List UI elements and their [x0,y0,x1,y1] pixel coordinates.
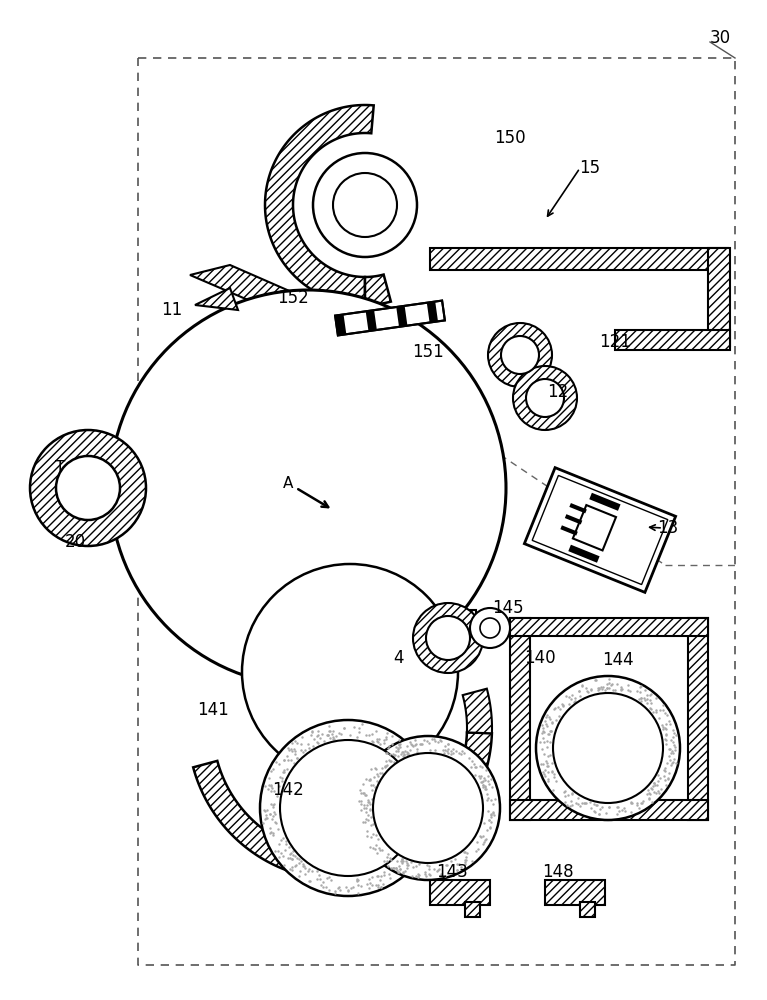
Polygon shape [365,275,391,305]
Bar [510,618,530,820]
Text: 152: 152 [277,289,309,307]
Circle shape [260,720,436,896]
Text: 13: 13 [657,519,679,537]
Polygon shape [525,468,676,592]
Bar [510,800,708,820]
Bar [708,248,730,346]
Bar [510,618,530,820]
Circle shape [242,564,458,780]
Text: 30: 30 [709,29,730,47]
Bar [430,248,728,270]
Bar [510,618,708,636]
Circle shape [480,618,500,638]
Polygon shape [335,314,347,335]
Circle shape [333,173,397,237]
Text: 148: 148 [542,863,574,881]
Circle shape [56,456,120,520]
Bar [688,618,708,820]
Polygon shape [195,288,238,310]
Circle shape [356,736,500,880]
Circle shape [470,608,510,648]
Polygon shape [193,732,492,880]
Bar [430,880,490,905]
Text: 11: 11 [161,301,183,319]
Bar [545,880,605,905]
Circle shape [488,323,552,387]
Circle shape [313,153,417,257]
Bar [708,248,730,346]
Text: T: T [55,459,65,477]
Bar [580,902,595,917]
Circle shape [426,616,470,660]
Polygon shape [426,302,438,323]
Text: 15: 15 [579,159,601,177]
Bar [580,902,595,917]
Circle shape [413,603,483,673]
Circle shape [30,430,146,546]
Bar [510,618,708,636]
Text: 141: 141 [197,701,229,719]
Bar [615,330,730,350]
Text: 4: 4 [393,649,403,667]
Circle shape [526,379,564,417]
Text: 121: 121 [599,333,631,351]
Polygon shape [265,105,374,305]
Text: 143: 143 [436,863,468,881]
Circle shape [501,336,539,374]
Circle shape [373,753,483,863]
Text: 150: 150 [494,129,526,147]
Bar [465,902,480,917]
Circle shape [110,290,506,686]
Polygon shape [397,306,407,327]
Polygon shape [335,301,445,335]
Polygon shape [366,310,377,331]
Bar [465,902,480,917]
Text: 145: 145 [492,599,524,617]
Bar [430,248,728,270]
Bar [448,610,476,632]
Polygon shape [463,689,492,733]
Bar [448,610,476,632]
Text: 20: 20 [64,533,86,551]
Bar [615,330,730,350]
Text: 140: 140 [524,649,556,667]
Bar [688,618,708,820]
Polygon shape [573,505,616,550]
Text: 151: 151 [412,343,444,361]
Circle shape [280,740,416,876]
Circle shape [536,676,680,820]
Bar [510,800,708,820]
Circle shape [513,366,577,430]
Circle shape [553,693,663,803]
Text: 144: 144 [602,651,634,669]
Polygon shape [190,265,310,318]
Text: 12: 12 [548,383,568,401]
Text: A: A [282,476,328,507]
Bar [430,880,490,905]
Text: 142: 142 [272,781,304,799]
Bar [545,880,605,905]
